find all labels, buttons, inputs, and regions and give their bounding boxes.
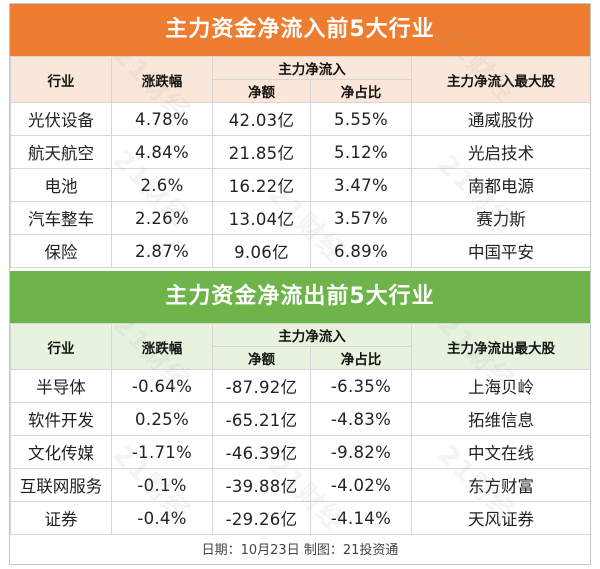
net-ratio-cell: 3.47% [310,168,412,202]
net-ratio-cell: -9.82% [310,435,412,469]
outflow-title: 主力资金净流出前5大行业 [10,271,590,323]
top-stock-cell: 中文在线 [411,435,590,469]
outflow-section: 主力资金净流出前5大行业 行业 涨跌幅 主力净流入 主力净流出最大股 净额 净占… [10,271,590,535]
top-stock-cell: 天风证券 [411,501,590,535]
net-ratio-cell: 3.57% [310,201,412,235]
table-row: 软件开发 0.25% -65.21亿 -4.83% 拓维信息 [10,402,590,436]
top-stock-cell: 南都电源 [411,168,590,202]
change-cell: 2.26% [111,201,213,235]
header-net: 净额 [212,79,311,103]
header-change: 涨跌幅 [111,56,213,103]
header-change: 涨跌幅 [111,323,213,370]
change-cell: 4.84% [111,135,213,169]
industry-cell: 光伏设备 [10,102,112,136]
table-row: 证券 -0.4% -29.26亿 -4.14% 天风证券 [10,501,590,535]
top-stock-cell: 赛力斯 [411,201,590,235]
industry-cell: 半导体 [10,369,112,403]
inflow-table: 行业 涨跌幅 主力净流入 主力净流入最大股 净额 净占比 光伏设备 4.78% 42… [10,56,590,268]
net-ratio-cell: -4.83% [310,402,412,436]
net-amount-cell: -29.26亿 [212,501,311,535]
net-amount-cell: -65.21亿 [212,402,311,436]
header-main-inflow: 主力净流入 [212,56,412,80]
header-industry: 行业 [10,323,112,370]
change-cell: 2.6% [111,168,213,202]
change-cell: -0.1% [111,468,213,502]
table-row: 互联网服务 -0.1% -39.88亿 -4.02% 东方财富 [10,468,590,502]
net-amount-cell: -39.88亿 [212,468,311,502]
net-ratio-cell: 5.12% [310,135,412,169]
net-amount-cell: 13.04亿 [212,201,311,235]
net-amount-cell: 42.03亿 [212,102,311,136]
table-row: 航天航空 4.84% 21.85亿 5.12% 光启技术 [10,135,590,169]
table-row: 文化传媒 -1.71% -46.39亿 -9.82% 中文在线 [10,435,590,469]
top-stock-cell: 东方财富 [411,468,590,502]
change-cell: -0.4% [111,501,213,535]
net-ratio-cell: -6.35% [310,369,412,403]
top-stock-cell: 拓维信息 [411,402,590,436]
industry-cell: 保险 [10,234,112,268]
header-industry: 行业 [10,56,112,103]
top-stock-cell: 光启技术 [411,135,590,169]
top-stock-cell: 中国平安 [411,234,590,268]
header-top-stock: 主力净流出最大股 [411,323,590,370]
net-amount-cell: -46.39亿 [212,435,311,469]
table-row: 电池 2.6% 16.22亿 3.47% 南都电源 [10,168,590,202]
outflow-table: 行业 涨跌幅 主力净流入 主力净流出最大股 净额 净占比 半导体 -0.64% -8… [10,323,591,535]
table-row: 光伏设备 4.78% 42.03亿 5.55% 通威股份 [10,102,590,136]
industry-cell: 互联网服务 [10,468,112,502]
outflow-body: 半导体 -0.64% -87.92亿 -6.35% 上海贝岭 软件开发 0.25% -65.2… [10,369,590,535]
top-stock-cell: 通威股份 [411,102,590,136]
net-ratio-cell: 6.89% [310,234,412,268]
inflow-title: 主力资金净流入前5大行业 [10,4,590,56]
header-ratio: 净占比 [310,346,412,370]
header-main-inflow: 主力净流入 [212,323,412,347]
outflow-subheader-row: 净额 净占比 [11,346,591,370]
net-ratio-cell: -4.02% [310,468,412,502]
change-cell: 2.87% [111,234,213,268]
inflow-body: 光伏设备 4.78% 42.03亿 5.55% 通威股份 航天航空 4.84% 21.85亿 5… [10,102,590,268]
industry-cell: 航天航空 [10,135,112,169]
net-amount-cell: 21.85亿 [212,135,311,169]
net-amount-cell: 16.22亿 [212,168,311,202]
change-cell: -1.71% [111,435,213,469]
inflow-header-row: 行业 涨跌幅 主力净流入 主力净流入最大股 [10,56,590,103]
report-card: 主力资金净流入前5大行业 行业 涨跌幅 主力净流入 主力净流入最大股 净额 净占… [9,3,591,565]
net-amount-cell: -87.92亿 [212,369,311,403]
table-row: 汽车整车 2.26% 13.04亿 3.57% 赛力斯 [10,201,590,235]
industry-cell: 文化传媒 [10,435,112,469]
header-net: 净额 [212,346,311,370]
top-stock-cell: 上海贝岭 [411,369,590,403]
table-row: 半导体 -0.64% -87.92亿 -6.35% 上海贝岭 [10,369,590,403]
industry-cell: 证券 [10,501,112,535]
net-ratio-cell: -4.14% [310,501,412,535]
footer-credit: 日期：10月23日 制图：21投资通 [201,543,399,558]
change-cell: 0.25% [111,402,213,436]
net-ratio-cell: 5.55% [310,102,412,136]
change-cell: 4.78% [111,102,213,136]
header-top-stock: 主力净流入最大股 [411,56,590,103]
header-ratio: 净占比 [310,79,412,103]
net-amount-cell: 9.06亿 [212,234,311,268]
change-cell: -0.64% [111,369,213,403]
industry-cell: 汽车整车 [10,201,112,235]
inflow-section: 主力资金净流入前5大行业 行业 涨跌幅 主力净流入 主力净流入最大股 净额 净占… [10,4,590,268]
industry-cell: 电池 [10,168,112,202]
table-row: 保险 2.87% 9.06亿 6.89% 中国平安 [10,234,590,268]
outflow-header-row: 行业 涨跌幅 主力净流入 主力净流出最大股 [10,323,590,370]
industry-cell: 软件开发 [10,402,112,436]
